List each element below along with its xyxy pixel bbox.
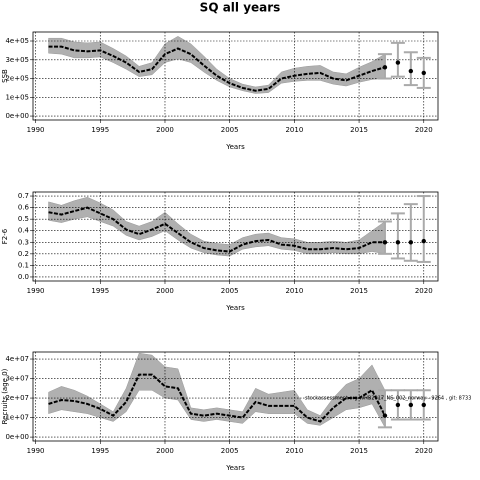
y-tick-label: 0.4 <box>18 227 30 235</box>
x-tick-label: 2015 <box>350 447 368 455</box>
y-tick-label: 1e+07 <box>5 414 29 422</box>
x-tick-label: 2020 <box>415 447 433 455</box>
x-tick-label: 1995 <box>91 447 109 455</box>
x-tick-label: 2005 <box>221 126 239 134</box>
x-tick-label: 2015 <box>350 126 368 134</box>
forecast-point <box>421 238 426 244</box>
y-tick-label: 3e+07 <box>5 375 29 383</box>
forecast-point <box>395 60 401 65</box>
plot-area <box>33 352 438 441</box>
x-axis-label: Years <box>225 304 245 312</box>
chart-title: SQ all years <box>200 1 281 15</box>
x-tick-label: 2000 <box>156 287 174 295</box>
estimate-line <box>48 206 385 253</box>
forecast-point <box>395 240 401 245</box>
plot-area <box>33 192 438 281</box>
y-tick-label: 0.6 <box>18 204 30 212</box>
forecast-point <box>382 413 388 418</box>
y-tick-label: 2e+07 <box>5 394 29 402</box>
y-axis-label: F2-6 <box>1 228 9 244</box>
x-tick-label: 1995 <box>91 126 109 134</box>
annotation: stockassessment.org WHB2017_NS_002_norwa… <box>305 395 471 401</box>
y-tick-label: 0.3 <box>18 238 29 246</box>
x-tick-label: 2005 <box>221 287 239 295</box>
x-tick-label: 2010 <box>285 126 303 134</box>
plot-area <box>33 32 438 120</box>
forecast-point <box>382 65 388 70</box>
estimate-line <box>48 373 386 423</box>
y-tick-label: 0.0 <box>18 273 29 281</box>
forecast-point <box>382 240 388 245</box>
y-tick-label: 0e+00 <box>5 433 29 441</box>
forecast-point <box>408 240 414 245</box>
axes-frame <box>32 351 439 442</box>
x-tick-label: 1990 <box>27 287 45 295</box>
x-tick-label: 2020 <box>415 126 433 134</box>
forecast-point <box>408 68 414 74</box>
x-tick-label: 2015 <box>350 287 368 295</box>
estimate-line <box>48 45 386 92</box>
y-tick-label: 0.5 <box>18 215 29 223</box>
x-tick-label: 1995 <box>91 287 109 295</box>
x-tick-label: 2000 <box>156 447 174 455</box>
y-axis-label: Recruits (age 0) <box>1 368 9 424</box>
y-tick-label: 4e+07 <box>5 355 29 363</box>
y-tick-label: 0.2 <box>18 250 29 258</box>
y-tick-label: 0.1 <box>18 261 29 269</box>
axes-frame <box>32 191 439 282</box>
x-axis-label: Years <box>225 464 245 472</box>
x-tick-label: 2005 <box>221 447 239 455</box>
x-tick-label: 1990 <box>27 447 45 455</box>
x-axis-label: Years <box>225 143 245 151</box>
y-tick-label: 0.7 <box>18 192 29 200</box>
forecast-point <box>408 402 414 408</box>
y-tick-label: 2e+05 <box>5 75 29 83</box>
forecast-point <box>395 402 401 408</box>
x-tick-label: 1990 <box>27 126 45 134</box>
y-axis-label: SSB <box>1 69 9 83</box>
forecast-point <box>421 402 426 408</box>
y-tick-label: 3e+05 <box>5 56 29 64</box>
y-tick-label: 0e+00 <box>5 112 29 120</box>
x-tick-label: 2010 <box>285 447 303 455</box>
y-tick-label: 1e+05 <box>5 93 29 101</box>
y-tick-label: 4e+05 <box>5 37 29 45</box>
x-tick-label: 2020 <box>415 287 433 295</box>
axes-frame <box>32 31 439 121</box>
x-tick-label: 2010 <box>285 287 303 295</box>
x-tick-label: 2000 <box>156 126 174 134</box>
forecast-point <box>421 70 426 76</box>
